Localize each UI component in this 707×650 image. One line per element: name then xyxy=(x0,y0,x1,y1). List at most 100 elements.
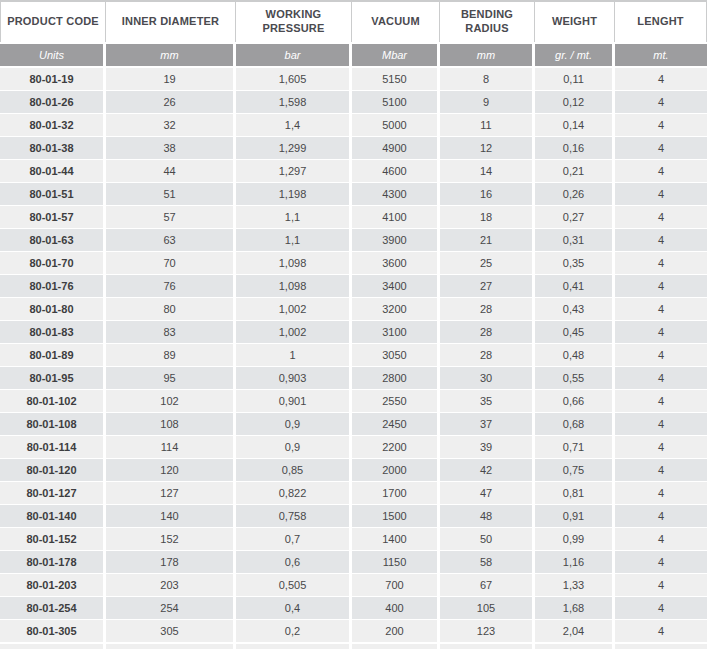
working-pressure-cell: 1,098 xyxy=(236,275,352,298)
lenght-cell: 4 xyxy=(615,482,707,505)
product-code-cell: 80-01-70 xyxy=(0,252,106,275)
working-pressure-cell: 0,903 xyxy=(236,367,352,390)
product-code-cell: 80-01-120 xyxy=(0,459,106,482)
bending-radius-cell: 50 xyxy=(440,528,535,551)
table-row: 80-01-51511,1984300160,264 xyxy=(0,183,707,206)
vacuum-cell: 4600 xyxy=(352,160,440,183)
inner-diameter-cell: 152 xyxy=(106,528,236,551)
table-row: 80-01-2542540,44001051,684 xyxy=(0,597,707,620)
weight-cell: 2,04 xyxy=(535,620,615,643)
table-row: 80-01-44441,2974600140,214 xyxy=(0,160,707,183)
lenght-cell: 4 xyxy=(615,321,707,344)
weight-cell: 0,41 xyxy=(535,275,615,298)
working-pressure-cell: 1,598 xyxy=(236,91,352,114)
units-weight: gr. / mt. xyxy=(535,42,615,68)
inner-diameter-cell: 102 xyxy=(106,390,236,413)
inner-diameter-cell: 254 xyxy=(106,597,236,620)
lenght-cell: 4 xyxy=(615,390,707,413)
working-pressure-cell: 0,901 xyxy=(236,390,352,413)
vacuum-cell: 2450 xyxy=(352,413,440,436)
table-body: 80-01-19191,605515080,11480-01-26261,598… xyxy=(0,68,707,643)
vacuum-cell: 4100 xyxy=(352,206,440,229)
lenght-cell: 4 xyxy=(615,413,707,436)
product-code-cell: 80-01-89 xyxy=(0,344,106,367)
product-code-cell: 80-01-108 xyxy=(0,413,106,436)
product-code-cell: 80-01-254 xyxy=(0,597,106,620)
working-pressure-cell: 0,9 xyxy=(236,413,352,436)
units-lenght: mt. xyxy=(615,42,707,68)
lenght-cell: 4 xyxy=(615,367,707,390)
bending-radius-cell: 58 xyxy=(440,551,535,574)
inner-diameter-cell: 63 xyxy=(106,229,236,252)
inner-diameter-cell: 19 xyxy=(106,68,236,91)
working-pressure-cell: 0,9 xyxy=(236,436,352,459)
product-code-cell: 80-01-19 xyxy=(0,68,106,91)
table-row: 80-01-63631,13900210,314 xyxy=(0,229,707,252)
table-row: 80-01-76761,0983400270,414 xyxy=(0,275,707,298)
product-code-cell: 80-01-178 xyxy=(0,551,106,574)
vacuum-cell: 700 xyxy=(352,574,440,597)
vacuum-cell: 1400 xyxy=(352,528,440,551)
product-code-cell: 80-01-203 xyxy=(0,574,106,597)
lenght-cell: 4 xyxy=(615,528,707,551)
cutoff-row xyxy=(0,643,707,649)
working-pressure-cell: 0,7 xyxy=(236,528,352,551)
working-pressure-cell: 1,605 xyxy=(236,68,352,91)
table-row: 80-01-1271270,8221700470,814 xyxy=(0,482,707,505)
vacuum-cell: 3900 xyxy=(352,229,440,252)
lenght-cell: 4 xyxy=(615,206,707,229)
working-pressure-cell: 0,2 xyxy=(236,620,352,643)
vacuum-cell: 5150 xyxy=(352,68,440,91)
inner-diameter-cell: 57 xyxy=(106,206,236,229)
spec-table-page: PRODUCT CODE INNER DIAMETER WORKING PRES… xyxy=(0,0,707,650)
working-pressure-cell: 1,098 xyxy=(236,252,352,275)
header-bending-radius: BENDING RADIUS xyxy=(440,0,535,42)
lenght-cell: 4 xyxy=(615,229,707,252)
bending-radius-cell: 18 xyxy=(440,206,535,229)
units-bending-radius: mm xyxy=(440,42,535,68)
inner-diameter-cell: 108 xyxy=(106,413,236,436)
product-code-cell: 80-01-63 xyxy=(0,229,106,252)
lenght-cell: 4 xyxy=(615,574,707,597)
vacuum-cell: 5100 xyxy=(352,91,440,114)
units-inner-diameter: mm xyxy=(106,42,236,68)
inner-diameter-cell: 120 xyxy=(106,459,236,482)
working-pressure-cell: 1,002 xyxy=(236,298,352,321)
lenght-cell: 4 xyxy=(615,275,707,298)
inner-diameter-cell: 203 xyxy=(106,574,236,597)
bending-radius-cell: 16 xyxy=(440,183,535,206)
lenght-cell: 4 xyxy=(615,114,707,137)
product-code-cell: 80-01-95 xyxy=(0,367,106,390)
inner-diameter-cell: 127 xyxy=(106,482,236,505)
table-row: 80-01-80801,0023200280,434 xyxy=(0,298,707,321)
vacuum-cell: 2200 xyxy=(352,436,440,459)
bending-radius-cell: 67 xyxy=(440,574,535,597)
product-code-cell: 80-01-51 xyxy=(0,183,106,206)
lenght-cell: 4 xyxy=(615,252,707,275)
inner-diameter-cell: 70 xyxy=(106,252,236,275)
product-code-cell: 80-01-114 xyxy=(0,436,106,459)
table-row: 80-01-95950,9032800300,554 xyxy=(0,367,707,390)
units-vacuum: Mbar xyxy=(352,42,440,68)
units-working-pressure: bar xyxy=(236,42,352,68)
table-row: 80-01-83831,0023100280,454 xyxy=(0,321,707,344)
table-row: 80-01-26261,598510090,124 xyxy=(0,91,707,114)
product-code-cell: 80-01-102 xyxy=(0,390,106,413)
weight-cell: 0,26 xyxy=(535,183,615,206)
table-row: 80-01-70701,0983600250,354 xyxy=(0,252,707,275)
weight-cell: 0,48 xyxy=(535,344,615,367)
product-code-cell: 80-01-83 xyxy=(0,321,106,344)
lenght-cell: 4 xyxy=(615,91,707,114)
lenght-cell: 4 xyxy=(615,344,707,367)
lenght-cell: 4 xyxy=(615,160,707,183)
product-code-cell: 80-01-38 xyxy=(0,137,106,160)
inner-diameter-cell: 38 xyxy=(106,137,236,160)
working-pressure-cell: 0,758 xyxy=(236,505,352,528)
lenght-cell: 4 xyxy=(615,137,707,160)
weight-cell: 1,16 xyxy=(535,551,615,574)
product-code-cell: 80-01-127 xyxy=(0,482,106,505)
table-footer xyxy=(0,643,707,649)
table-row: 80-01-1021020,9012550350,664 xyxy=(0,390,707,413)
bending-radius-cell: 11 xyxy=(440,114,535,137)
lenght-cell: 4 xyxy=(615,68,707,91)
